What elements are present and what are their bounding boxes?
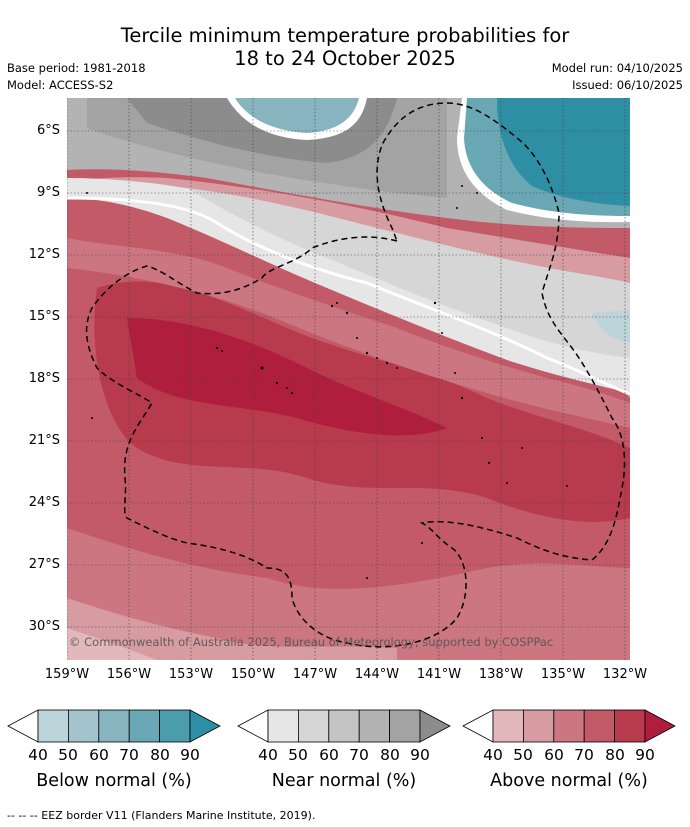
below-normal-60-zone-a: [235, 98, 359, 133]
lon-label: 159°W: [44, 667, 90, 682]
base-period: Base period: 1981-2018: [7, 61, 146, 75]
lat-label: 21°S: [28, 433, 60, 448]
eez-footnote: -- -- -- EEZ border V11 (Flanders Marine…: [7, 809, 316, 822]
probability-map: [67, 98, 630, 660]
colorbar-cell: [98, 709, 130, 743]
lat-label: 12°S: [28, 247, 60, 262]
colorbar-near: [237, 709, 451, 743]
colorbar-extend-high: [189, 709, 221, 743]
graticule: [67, 98, 630, 660]
colorbar-extend-high: [644, 709, 676, 743]
colorbar-extend-high: [419, 709, 451, 743]
colorbar-tick: 90: [410, 746, 430, 764]
colorbar-tick: 80: [605, 746, 625, 764]
near-normal-50-zone: [187, 188, 630, 358]
colorbar-cell: [37, 709, 69, 743]
map-canvas: [67, 98, 630, 660]
colorbar-tick: 60: [544, 746, 564, 764]
colorbar-tick: 50: [288, 746, 308, 764]
legend-title-near: Near normal (%): [271, 771, 417, 791]
colorbar-extend-low: [462, 709, 494, 743]
colorbar-tick: 80: [150, 746, 170, 764]
colorbar-tick: 60: [89, 746, 109, 764]
colorbar-tick: 70: [574, 746, 594, 764]
title-line-1: Tercile minimum temperature probabilitie…: [120, 24, 570, 47]
colorbar-tick: 90: [635, 746, 655, 764]
colorbar-cell: [523, 709, 555, 743]
lat-label: 24°S: [28, 495, 60, 510]
colorbar-cell: [68, 709, 100, 743]
colorbar-tick: 60: [319, 746, 339, 764]
colorbar-tick: 40: [483, 746, 503, 764]
lon-label: 153°W: [168, 667, 214, 682]
islands: [86, 185, 568, 579]
colorbar-below: [7, 709, 221, 743]
meta-left: Base period: 1981-2018 Model: ACCESS-S2: [7, 60, 146, 94]
colorbar-cell: [298, 709, 330, 743]
lat-label: 18°S: [28, 371, 60, 386]
lon-label: 138°W: [478, 667, 524, 682]
legend-near: [237, 709, 451, 743]
lat-label: 30°S: [28, 619, 60, 634]
colorbar-tick: 80: [380, 746, 400, 764]
colorbar-cell: [159, 709, 191, 743]
colorbar-tick: 40: [258, 746, 278, 764]
colorbar-tick: 40: [28, 746, 48, 764]
below-normal-90-zone-b: [497, 98, 630, 206]
colorbar-tick: 50: [58, 746, 78, 764]
colorbar-cell: [267, 709, 299, 743]
colorbar-extend-low: [7, 709, 39, 743]
colorbar-above: [462, 709, 676, 743]
lon-label: 156°W: [106, 667, 152, 682]
model-run: Model run: 04/10/2025: [551, 61, 683, 75]
lat-label: 9°S: [36, 185, 60, 200]
lon-label: 132°W: [602, 667, 648, 682]
tercile-boundary: [67, 196, 630, 396]
colorbar-cell: [358, 709, 390, 743]
map-title: Tercile minimum temperature probabilitie…: [0, 24, 690, 70]
above-normal-50-zone: [67, 598, 397, 660]
colorbar-cell: [128, 709, 160, 743]
colorbar-cell: [328, 709, 360, 743]
lat-label: 6°S: [36, 123, 60, 138]
colorbar-tick: 90: [180, 746, 200, 764]
above-normal-90-zone: [127, 318, 447, 436]
colorbar-cell: [614, 709, 646, 743]
colorbar-cell: [389, 709, 421, 743]
colorbar-extend-low: [237, 709, 269, 743]
legend-title-below: Below normal (%): [36, 771, 192, 791]
colorbar-cell: [553, 709, 585, 743]
legend-above: [462, 709, 676, 743]
lon-label: 141°W: [416, 667, 462, 682]
title-line-2: 18 to 24 October 2025: [234, 47, 456, 70]
issued-date: Issued: 06/10/2025: [572, 78, 683, 92]
lat-label: 15°S: [28, 309, 60, 324]
colorbar-cell: [583, 709, 615, 743]
lon-label: 147°W: [292, 667, 338, 682]
colorbar-tick: 70: [119, 746, 139, 764]
colorbar-tick: 50: [513, 746, 533, 764]
colorbar-tick: 70: [349, 746, 369, 764]
near-normal-40-zone: [67, 178, 630, 393]
lon-label: 144°W: [354, 667, 400, 682]
lat-label: 27°S: [28, 557, 60, 572]
lon-label: 150°W: [230, 667, 276, 682]
copyright-notice: © Commonwealth of Australia 2025, Bureau…: [69, 635, 554, 649]
above-normal-40-zone: [67, 628, 157, 660]
lon-label: 135°W: [540, 667, 586, 682]
legend-below: [7, 709, 221, 743]
above-normal-60-band: [67, 238, 630, 428]
colorbar-cell: [492, 709, 524, 743]
meta-right: Model run: 04/10/2025 Issued: 06/10/2025: [552, 60, 683, 94]
legend-title-above: Above normal (%): [490, 771, 648, 791]
model-name: Model: ACCESS-S2: [7, 78, 114, 92]
below-normal-40-zone-c: [592, 310, 630, 343]
